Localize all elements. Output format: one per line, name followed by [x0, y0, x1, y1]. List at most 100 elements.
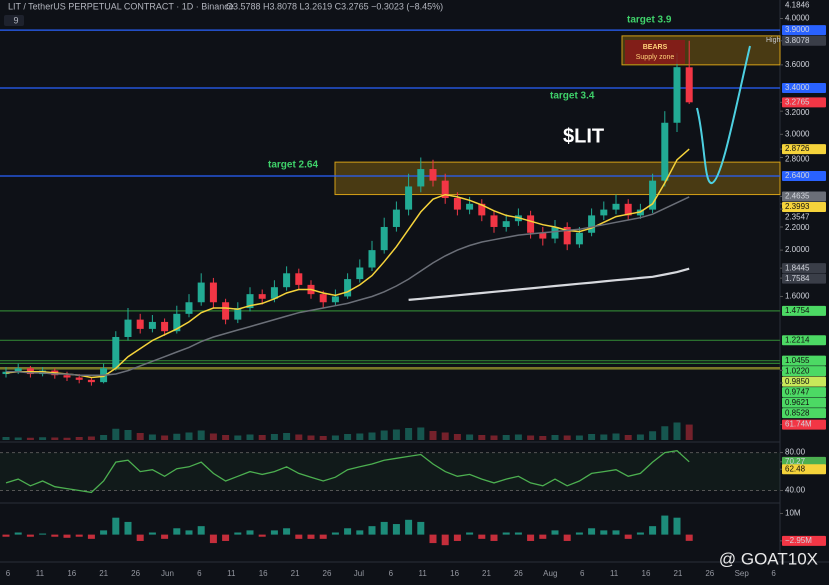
price-tag: [782, 305, 826, 316]
volume-bar: [246, 434, 254, 440]
zone-tag: [625, 40, 685, 64]
volume-bar: [380, 430, 388, 440]
macd-bar: [673, 517, 681, 535]
macd-bar: [429, 534, 437, 544]
macd-bar: [307, 534, 315, 539]
candle-body: [283, 273, 291, 288]
forecast-path: [696, 45, 751, 184]
macd-bar: [63, 534, 71, 538]
candle-body: [124, 319, 132, 337]
candle-body: [63, 375, 71, 378]
volume-bar: [575, 435, 583, 440]
moving-average: [5, 148, 690, 379]
x-tick-label: 6: [389, 569, 394, 578]
y-tick-label: 2.0000: [785, 245, 810, 254]
price-tag: [782, 335, 826, 346]
candle-body: [222, 302, 230, 320]
y-tick-label: 10M: [785, 509, 801, 518]
target-label: target 3.9: [627, 15, 672, 26]
macd-bar: [331, 532, 339, 535]
macd-bar: [600, 530, 608, 535]
candle-body: [356, 267, 364, 280]
price-tag: [782, 83, 826, 94]
ohlc-legend: O3.5788 H3.8078 L3.2619 C3.2765 −0.3023 …: [226, 1, 443, 11]
volume-bar: [685, 424, 693, 440]
price-tag: [782, 171, 826, 182]
y-tick-label: 1.0220: [785, 366, 810, 375]
x-tick-label: 26: [705, 569, 714, 578]
macd-bar: [649, 526, 657, 535]
macd-bar: [344, 528, 352, 535]
moving-average: [408, 267, 690, 301]
price-tag: [782, 191, 826, 202]
volume-bar: [405, 428, 413, 440]
x-tick-label: 6: [197, 569, 202, 578]
price-tag: [782, 376, 826, 387]
macd-bar: [136, 534, 144, 541]
volume-bar: [514, 434, 522, 440]
price-tag: [782, 408, 826, 419]
y-tick-label: 2.3993: [785, 202, 810, 211]
price-tag: [782, 366, 826, 377]
macd-bar: [197, 526, 205, 535]
macd-bar: [222, 534, 230, 541]
volume-bar: [453, 434, 461, 440]
volume-bar: [466, 434, 474, 440]
volume-bar: [356, 433, 364, 440]
candle-body: [136, 319, 144, 329]
volume-bar: [551, 435, 559, 440]
x-tick-label: 21: [291, 569, 300, 578]
x-tick-label: 11: [419, 569, 428, 578]
macd-bar: [392, 524, 400, 535]
y-tick-label: 3.8078: [785, 36, 810, 45]
y-tick-label: 3.2000: [785, 108, 810, 117]
macd-bar: [453, 534, 461, 541]
candle-body: [588, 215, 596, 233]
macd-bar: [551, 530, 559, 535]
y-tick-label: 3.0000: [785, 129, 810, 138]
macd-bar: [405, 519, 413, 535]
candle-body: [453, 198, 461, 210]
candle-body: [612, 203, 620, 210]
x-tick-label: 6: [580, 569, 585, 578]
volume-bar: [539, 436, 547, 440]
macd-bar: [588, 528, 596, 535]
volume-bar: [63, 437, 71, 440]
candle-body: [539, 232, 547, 239]
x-tick-label: Jul: [354, 569, 364, 578]
volume-bar: [673, 422, 681, 440]
rsi-line: [5, 450, 690, 494]
volume-bar: [148, 434, 156, 440]
price-tag: [782, 355, 826, 366]
volume-bar: [197, 430, 205, 440]
volume-bar: [270, 434, 278, 440]
price-tag: [782, 201, 826, 212]
target-label: target 3.4: [550, 91, 595, 102]
moving-average: [6, 196, 690, 376]
candle-body: [344, 279, 352, 297]
y-tick-label: 2.8000: [785, 155, 810, 164]
volume-bar: [478, 435, 486, 440]
interval-badge: 9: [13, 15, 18, 25]
value-tag: [782, 535, 826, 546]
macd-bar: [283, 528, 291, 535]
macd-bar: [356, 530, 364, 535]
y-tick-label: 3.6000: [785, 60, 810, 69]
macd-bar: [514, 532, 522, 535]
y-tick-label: 0.8528: [785, 408, 810, 417]
x-tick-label: 21: [482, 569, 491, 578]
y-tick-label: 3.9000: [785, 25, 810, 34]
volume-bar: [502, 435, 510, 440]
zone-title: BEARS: [643, 44, 668, 51]
macd-bar: [51, 534, 59, 537]
zone-subtitle: Supply zone: [636, 54, 675, 61]
price-tag: [782, 25, 826, 36]
x-tick-label: 26: [323, 569, 332, 578]
y-tick-label: 3.2765: [785, 97, 810, 106]
volume-bar: [649, 431, 657, 440]
macd-bar: [39, 533, 47, 535]
volume-bar: [51, 437, 59, 440]
macd-bar: [2, 534, 10, 537]
y-tick-label: 1.4754: [785, 306, 810, 315]
candle-body: [575, 232, 583, 245]
